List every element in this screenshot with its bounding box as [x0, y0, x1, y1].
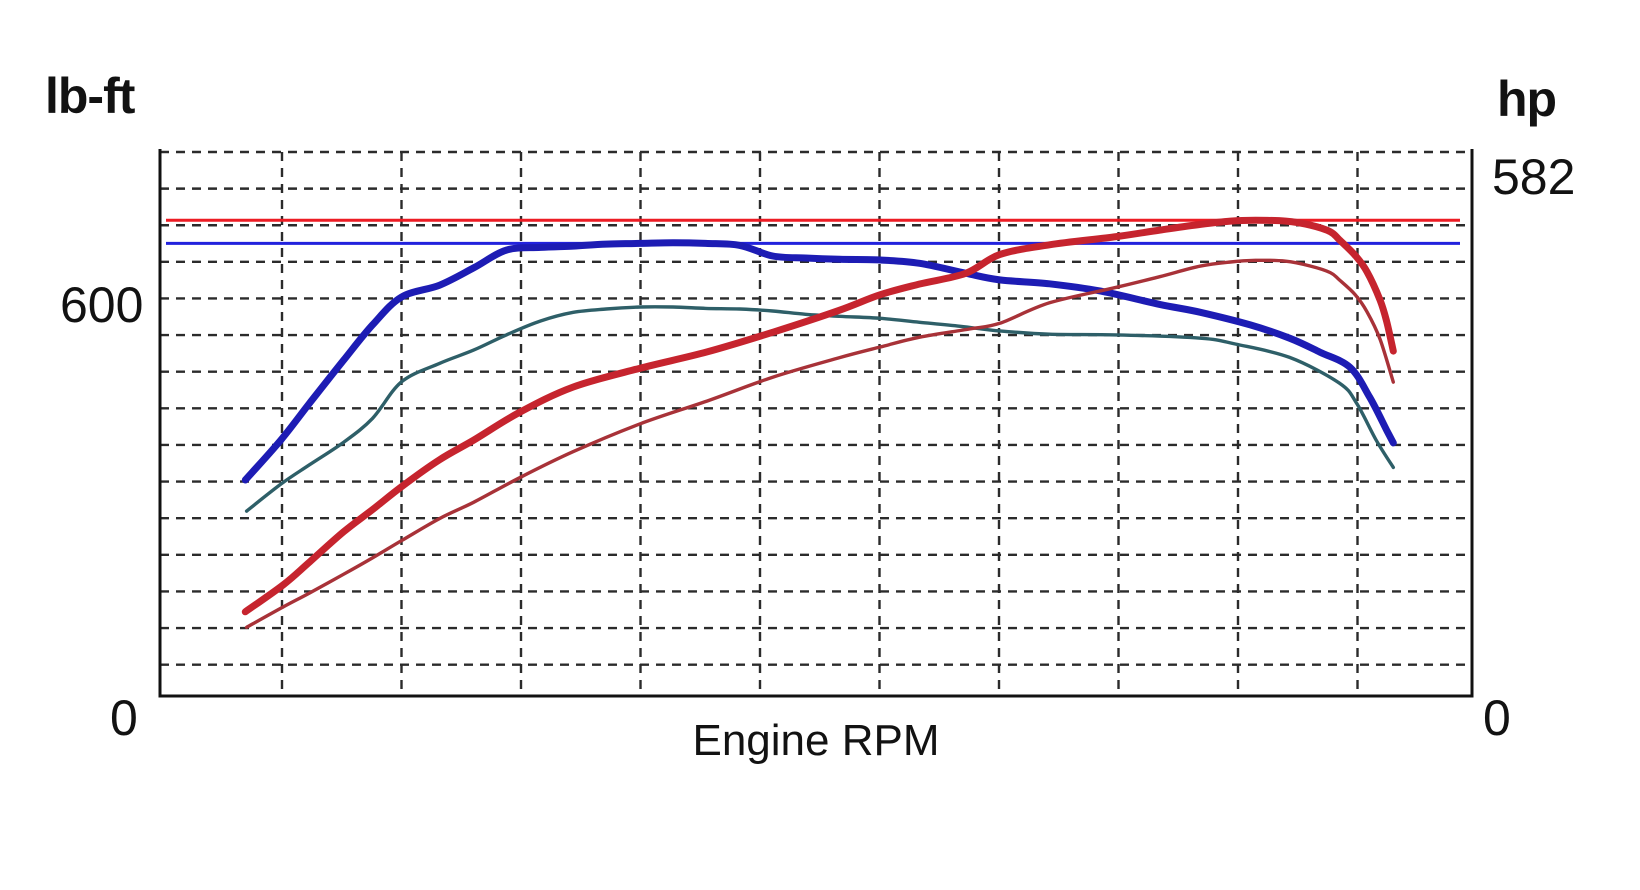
right-axis-unit-label: hp [1497, 71, 1557, 127]
power-tuned-curve [241, 216, 1397, 616]
torque-stock-curve [244, 305, 1395, 513]
plot-frame [158, 149, 1474, 698]
left-axis-origin-label: 0 [110, 690, 138, 746]
gridlines [160, 150, 1472, 696]
torque-tuned-curve [241, 239, 1397, 484]
left-axis-unit-label: lb-ft [45, 68, 135, 124]
right-axis-peak-label: 582 [1492, 149, 1576, 205]
power-stock-curve [244, 258, 1395, 629]
right-axis-origin-label: 0 [1483, 690, 1511, 746]
x-axis-title: Engine RPM [692, 716, 940, 765]
curves [241, 216, 1397, 629]
left-axis-tick-label: 600 [60, 277, 144, 333]
